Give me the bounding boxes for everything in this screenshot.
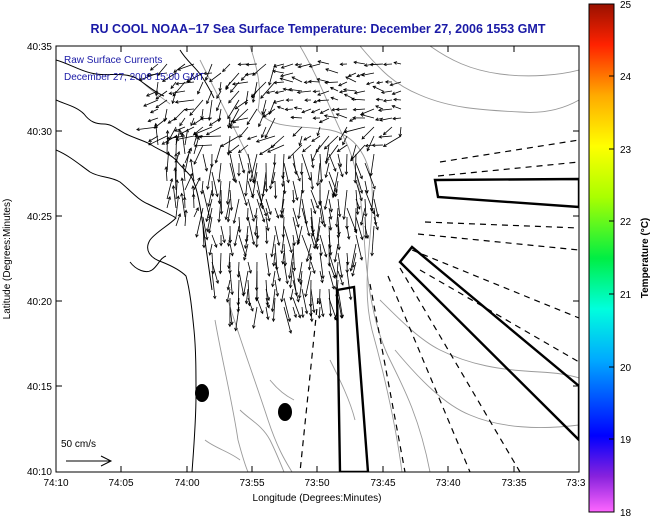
transect-box-east (433, 177, 579, 209)
bathymetry-contours (139, 46, 579, 472)
scale-arrow (66, 455, 113, 467)
x-axis-labels: 74:10 74:05 74:00 73:55 73:50 73:45 73:4… (43, 478, 585, 489)
x-axis-label: Longitude (Degrees:Minutes) (253, 493, 382, 504)
colorbar-tick-label: 19 (620, 435, 632, 446)
x-tick-label: 74:10 (43, 478, 68, 489)
transect-boxes (335, 177, 579, 472)
inset-label-currents: Raw Surface Currents (64, 55, 162, 66)
colorbar-tick-label: 20 (620, 363, 632, 374)
y-tick-label: 40:20 (27, 297, 52, 308)
x-tick-label: 73:35 (501, 478, 526, 489)
colorbar-tick-label: 21 (620, 290, 632, 301)
coastline (56, 49, 215, 472)
x-axis-ticks (55, 46, 515, 472)
x-tick-label: 73:45 (370, 478, 395, 489)
x-tick-label: 73:55 (239, 478, 264, 489)
colorbar-ticks (609, 75, 614, 440)
radar-radials (299, 139, 579, 472)
current-vectors (136, 60, 403, 334)
x-tick-label: 73:3 (566, 478, 586, 489)
colorbar-tick-label: 24 (620, 72, 632, 83)
colorbar-tick-label: 22 (620, 217, 632, 228)
figure-title: RU COOL NOAA−17 Sea Surface Temperature:… (91, 22, 546, 36)
y-axis-label: Latitude (Degrees:Minutes) (2, 199, 13, 320)
x-tick-label: 74:05 (108, 478, 133, 489)
y-tick-label: 40:35 (27, 42, 52, 53)
x-tick-label: 73:40 (435, 478, 460, 489)
colorbar-label: Temperature (°C) (640, 218, 651, 299)
colorbar-tick-label: 25 (620, 0, 632, 11)
station-dot-east (278, 403, 292, 421)
y-tick-label: 40:25 (27, 212, 52, 223)
y-axis-ticks (56, 130, 579, 387)
y-axis-labels: 40:35 40:30 40:25 40:20 40:15 40:10 (27, 42, 52, 478)
colorbar-labels: 25 24 23 22 21 20 19 18 (620, 0, 632, 518)
transect-box-southeast (398, 245, 579, 442)
scale-label: 50 cm/s (61, 439, 96, 450)
station-dot-west (195, 384, 209, 402)
map-area (56, 46, 579, 472)
x-tick-label: 74:00 (174, 478, 199, 489)
inset-label-date: December 27, 2006 15:00 GMT (64, 72, 205, 83)
y-tick-label: 40:30 (27, 127, 52, 138)
colorbar-tick-label: 18 (620, 508, 632, 518)
x-tick-label: 73:50 (304, 478, 329, 489)
transect-box-south (335, 285, 370, 472)
y-tick-label: 40:15 (27, 382, 52, 393)
colorbar (588, 3, 615, 513)
y-tick-label: 40:10 (27, 467, 52, 478)
colorbar-tick-label: 23 (620, 145, 632, 156)
